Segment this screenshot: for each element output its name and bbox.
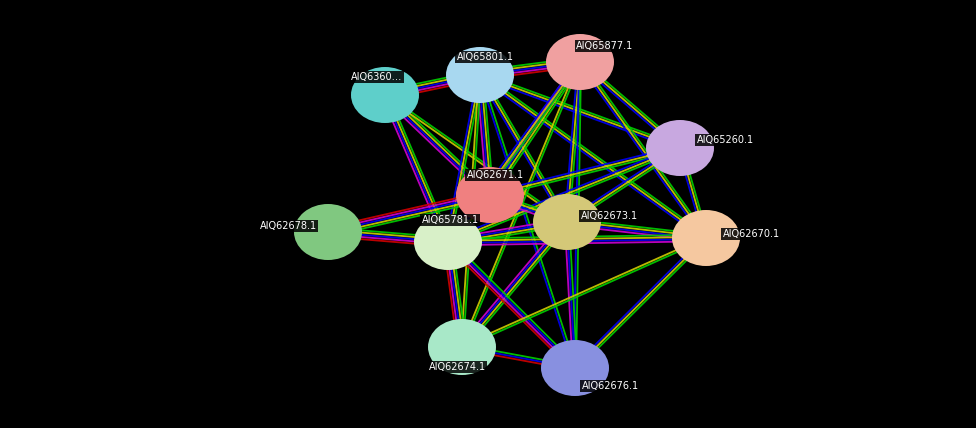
- Ellipse shape: [428, 319, 496, 375]
- Ellipse shape: [541, 340, 609, 396]
- Ellipse shape: [546, 34, 614, 90]
- Text: AIQ65801.1: AIQ65801.1: [457, 52, 513, 62]
- Text: AIQ62674.1: AIQ62674.1: [428, 362, 486, 372]
- Ellipse shape: [533, 194, 601, 250]
- Ellipse shape: [351, 67, 419, 123]
- Ellipse shape: [672, 210, 740, 266]
- Text: AIQ62673.1: AIQ62673.1: [581, 211, 637, 221]
- Text: AIQ62676.1: AIQ62676.1: [582, 381, 638, 391]
- Text: AIQ62670.1: AIQ62670.1: [722, 229, 780, 239]
- Ellipse shape: [414, 214, 482, 270]
- Text: AIQ65781.1: AIQ65781.1: [422, 215, 478, 225]
- Ellipse shape: [456, 167, 524, 223]
- Text: AIQ62678.1: AIQ62678.1: [260, 221, 316, 231]
- Text: AIQ65260.1: AIQ65260.1: [697, 135, 753, 145]
- Ellipse shape: [294, 204, 362, 260]
- Text: AIQ62671.1: AIQ62671.1: [467, 170, 523, 180]
- Ellipse shape: [646, 120, 714, 176]
- Ellipse shape: [446, 47, 514, 103]
- Text: AIQ6360…: AIQ6360…: [351, 72, 403, 82]
- Text: AIQ65877.1: AIQ65877.1: [577, 41, 633, 51]
